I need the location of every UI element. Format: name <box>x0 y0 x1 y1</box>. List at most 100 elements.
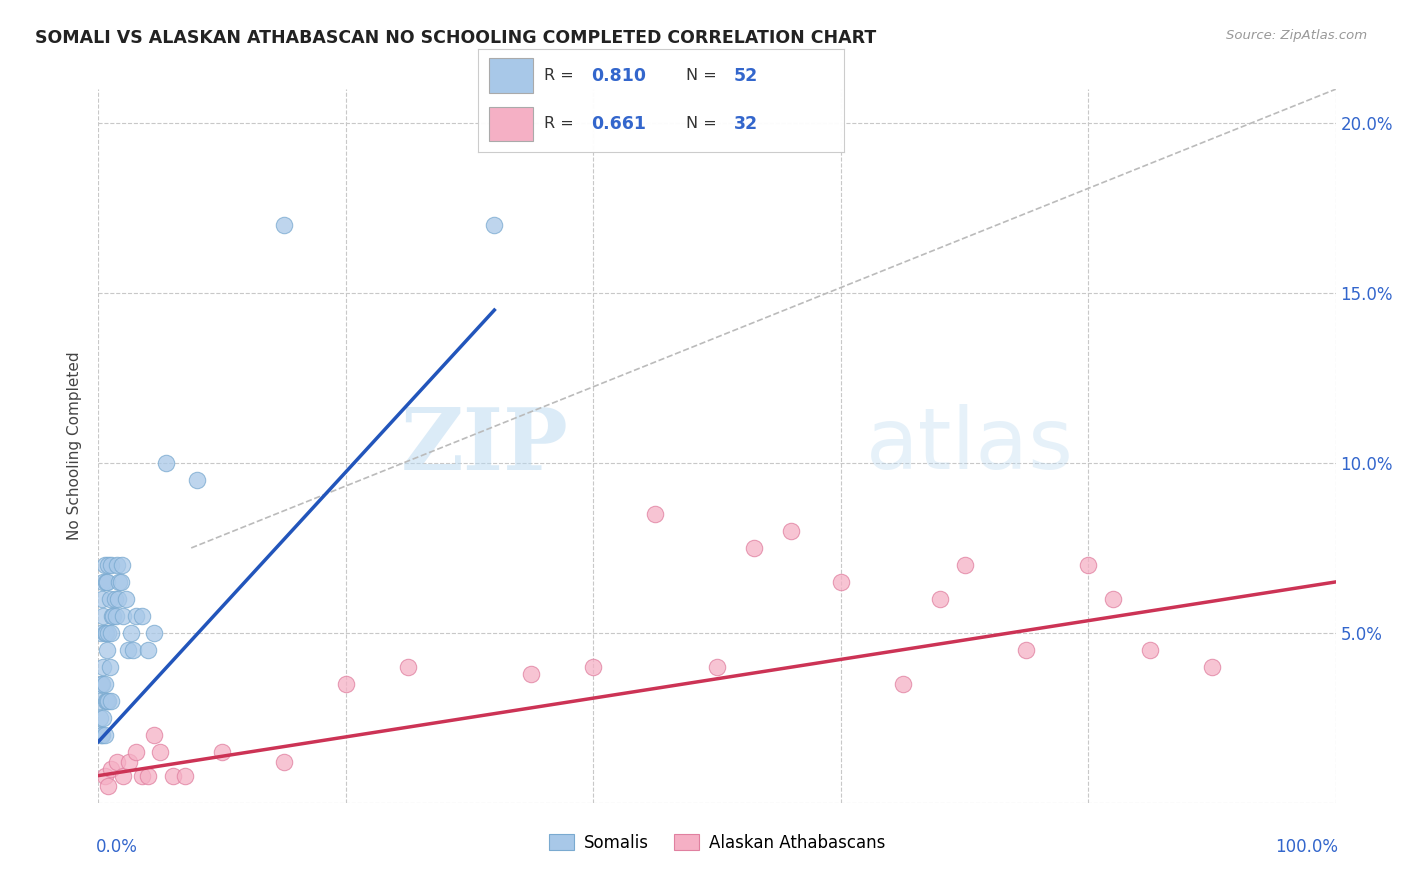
Text: R =: R = <box>544 68 579 83</box>
Point <box>953 558 976 572</box>
Point <box>891 677 914 691</box>
Text: N =: N = <box>686 117 723 131</box>
FancyBboxPatch shape <box>489 58 533 93</box>
Point <box>120 626 142 640</box>
Text: Source: ZipAtlas.com: Source: ZipAtlas.com <box>1226 29 1367 42</box>
Point <box>582 660 605 674</box>
Point <box>780 524 803 538</box>
Point <box>97 626 120 640</box>
Point <box>136 769 159 783</box>
Point <box>117 643 139 657</box>
Point <box>103 591 125 606</box>
Point <box>103 608 125 623</box>
Point <box>90 677 112 691</box>
Point <box>93 728 115 742</box>
Point <box>93 769 115 783</box>
Point <box>90 626 112 640</box>
Point <box>96 694 118 708</box>
Text: 52: 52 <box>734 67 758 85</box>
Point <box>107 591 129 606</box>
Point <box>91 677 114 691</box>
Text: atlas: atlas <box>866 404 1074 488</box>
Point <box>114 591 136 606</box>
Point <box>396 660 419 674</box>
Point <box>143 728 166 742</box>
Point <box>98 660 121 674</box>
Point <box>1077 558 1099 572</box>
Point <box>100 626 122 640</box>
Point <box>93 626 115 640</box>
Point <box>91 591 114 606</box>
Point <box>96 643 118 657</box>
Point <box>97 558 120 572</box>
Point <box>155 456 177 470</box>
Point <box>89 694 111 708</box>
Text: 0.661: 0.661 <box>592 115 647 133</box>
Point <box>124 608 146 623</box>
Point <box>484 218 506 232</box>
Point <box>335 677 357 691</box>
Point <box>706 660 728 674</box>
Point <box>131 769 153 783</box>
Point <box>111 558 134 572</box>
Point <box>520 666 543 681</box>
Point <box>112 769 135 783</box>
Point <box>122 643 145 657</box>
Point <box>830 574 852 589</box>
Point <box>98 591 121 606</box>
Point <box>162 769 184 783</box>
Point <box>186 473 208 487</box>
Point <box>90 728 112 742</box>
Point <box>94 574 117 589</box>
Point <box>105 558 128 572</box>
Point <box>112 608 135 623</box>
Point <box>108 574 131 589</box>
Point <box>93 558 115 572</box>
Point <box>742 541 765 555</box>
Point <box>149 745 172 759</box>
Point <box>96 574 118 589</box>
Point <box>100 694 122 708</box>
Point <box>273 755 295 769</box>
Point <box>1015 643 1038 657</box>
Point <box>211 745 233 759</box>
Point <box>104 608 127 623</box>
Point <box>100 558 122 572</box>
Point <box>93 608 115 623</box>
Point <box>124 745 146 759</box>
Point <box>97 694 120 708</box>
Text: SOMALI VS ALASKAN ATHABASCAN NO SCHOOLING COMPLETED CORRELATION CHART: SOMALI VS ALASKAN ATHABASCAN NO SCHOOLIN… <box>35 29 876 46</box>
Point <box>101 608 124 623</box>
Point <box>1102 591 1125 606</box>
Point <box>1201 660 1223 674</box>
Point <box>131 608 153 623</box>
Text: 0.0%: 0.0% <box>96 838 138 856</box>
Point <box>1139 643 1161 657</box>
Point <box>174 769 197 783</box>
Point <box>93 677 115 691</box>
Point <box>273 218 295 232</box>
Legend: Somalis, Alaskan Athabascans: Somalis, Alaskan Athabascans <box>543 828 891 859</box>
Point <box>89 711 111 725</box>
Text: 32: 32 <box>734 115 758 133</box>
Point <box>143 626 166 640</box>
Point <box>93 660 115 674</box>
Point <box>105 755 128 769</box>
Text: R =: R = <box>544 117 579 131</box>
FancyBboxPatch shape <box>489 106 533 141</box>
Text: 100.0%: 100.0% <box>1275 838 1339 856</box>
Point <box>93 574 115 589</box>
Point <box>97 779 120 793</box>
Point <box>110 574 132 589</box>
Point <box>100 762 122 776</box>
Text: 0.810: 0.810 <box>592 67 647 85</box>
Point <box>928 591 950 606</box>
Point <box>644 507 666 521</box>
Text: ZIP: ZIP <box>401 404 568 488</box>
Point <box>118 755 141 769</box>
Point <box>136 643 159 657</box>
Point <box>94 626 117 640</box>
Point <box>93 711 115 725</box>
Y-axis label: No Schooling Completed: No Schooling Completed <box>67 351 83 541</box>
Point <box>94 694 117 708</box>
